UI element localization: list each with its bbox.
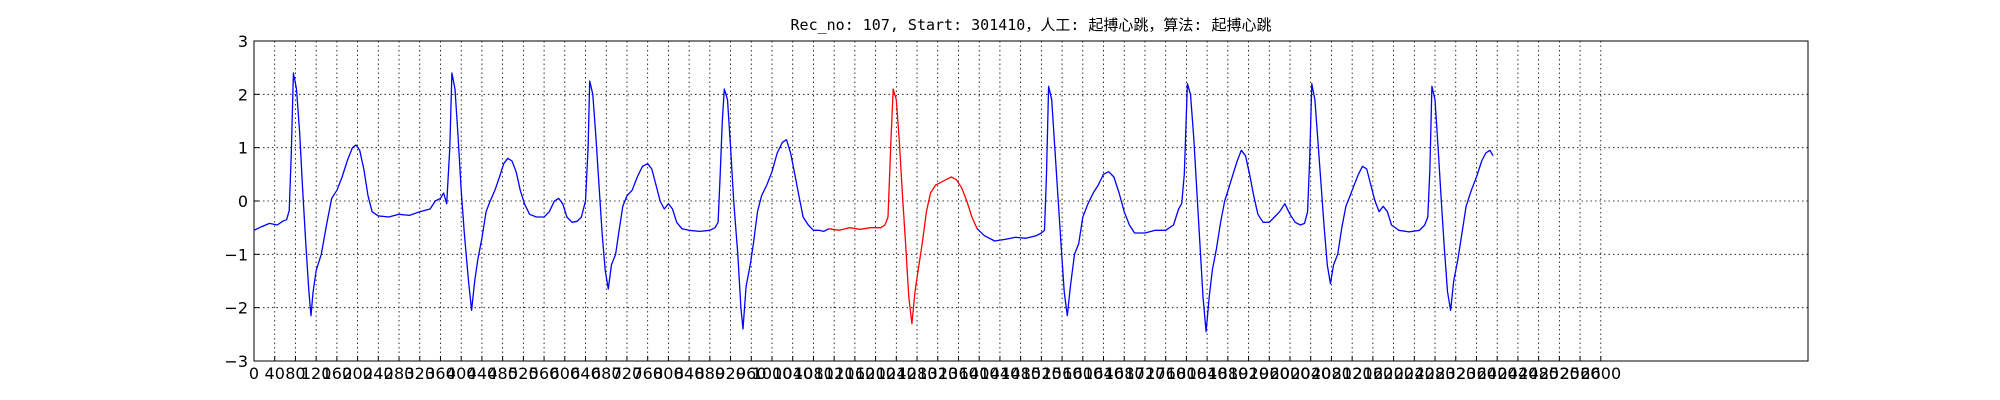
y-tick-label: −1 [224,245,248,264]
x-tick-label: 920 [715,364,746,383]
x-tick-label: 720 [612,364,643,383]
x-tick-label: 2000 [1270,364,1311,383]
x-tick-label: 1880 [1207,364,1248,383]
x-tick-label: 1280 [897,364,938,383]
x-tick-label: 1440 [980,364,1021,383]
x-tick-label: 640 [570,364,601,383]
x-tick-label: 120 [301,364,332,383]
x-tick-label: 0 [249,364,259,383]
x-tick-label: 240 [363,364,394,383]
x-tick-label: 1000 [752,364,793,383]
y-tick-label: 0 [238,192,248,211]
x-tick-label: 2200 [1373,364,1414,383]
x-tick-label: 1360 [938,364,979,383]
x-tick-label: 360 [425,364,456,383]
x-tick-label: 1240 [876,364,917,383]
x-tick-label: 40 [265,364,285,383]
x-tick-label: 1160 [835,364,876,383]
x-tick-label: 400 [446,364,477,383]
x-tick-label: 880 [695,364,726,383]
x-tick-label: 2600 [1580,364,1621,383]
x-tick-label: 1840 [1187,364,1228,383]
x-tick-label: 480 [487,364,518,383]
x-tick-label: 1600 [1062,364,1103,383]
x-tick-label: 2440 [1498,364,1539,383]
x-tick-label: 1120 [814,364,855,383]
x-tick-label: 280 [384,364,415,383]
x-tick-label: 1720 [1125,364,1166,383]
chart-title: Rec_no: 107, Start: 301410，人工: 起搏心跳，算法: … [791,16,1272,34]
x-tick-label: 1960 [1249,364,1290,383]
x-tick-label: 1480 [1000,364,1041,383]
x-tick-label: 2040 [1290,364,1331,383]
ecg-series-line-0 [253,72,830,330]
x-tick-label: 2320 [1435,364,1476,383]
x-tick-label: 2080 [1311,364,1352,383]
y-tick-label: −2 [224,299,248,318]
grid-lines [253,41,1808,361]
x-tick-label: 1640 [1083,364,1124,383]
y-axis-ticks: −3 −2 −1 0 1 2 3 [224,32,259,371]
x-tick-label: 2280 [1415,364,1456,383]
x-tick-label: 520 [508,364,539,383]
x-tick-label: 2120 [1332,364,1373,383]
x-tick-label: 560 [529,364,560,383]
x-tick-label: 1040 [772,364,813,383]
x-tick-label: 760 [632,364,663,383]
x-tick-label: 1680 [1104,364,1145,383]
x-tick-label: 440 [467,364,498,383]
x-tick-label: 840 [674,364,705,383]
x-tick-label: 2480 [1518,364,1559,383]
y-tick-label: −3 [224,352,248,371]
x-tick-label: 800 [653,364,684,383]
x-tick-label: 600 [550,364,581,383]
x-tick-label: 1080 [793,364,834,383]
plot-area [253,40,1809,362]
series-lines [253,72,1494,333]
x-tick-label: 2360 [1456,364,1497,383]
x-tick-label: 200 [342,364,373,383]
x-tick-label: 2400 [1477,364,1518,383]
x-tick-label: 1560 [1042,364,1083,383]
y-tick-label: 2 [238,85,248,104]
x-tick-label: 1400 [959,364,1000,383]
x-tick-label: 1200 [855,364,896,383]
x-tick-label: 2160 [1353,364,1394,383]
x-tick-label: 1520 [1021,364,1062,383]
x-tick-label: 680 [591,364,622,383]
y-tick-label: 1 [238,139,248,158]
x-tick-label: 1760 [1145,364,1186,383]
y-tick-label: 3 [238,32,248,51]
x-tick-label: 320 [404,364,435,383]
x-tick-label: 80 [285,364,305,383]
x-tick-label: 1920 [1228,364,1269,383]
ecg-series-line-2 [976,83,1494,333]
x-axis-ticks: 0 40 8012016020024028032036040044048052056… [249,356,1621,383]
x-tick-label: 2560 [1560,364,1601,383]
x-tick-label: 160 [322,364,353,383]
x-tick-label: 1800 [1166,364,1207,383]
x-tick-label: 2520 [1539,364,1580,383]
highlighted-beat-line [828,88,978,325]
x-tick-label: 960 [736,364,767,383]
x-tick-label: 2240 [1394,364,1435,383]
x-tick-label: 1320 [917,364,958,383]
